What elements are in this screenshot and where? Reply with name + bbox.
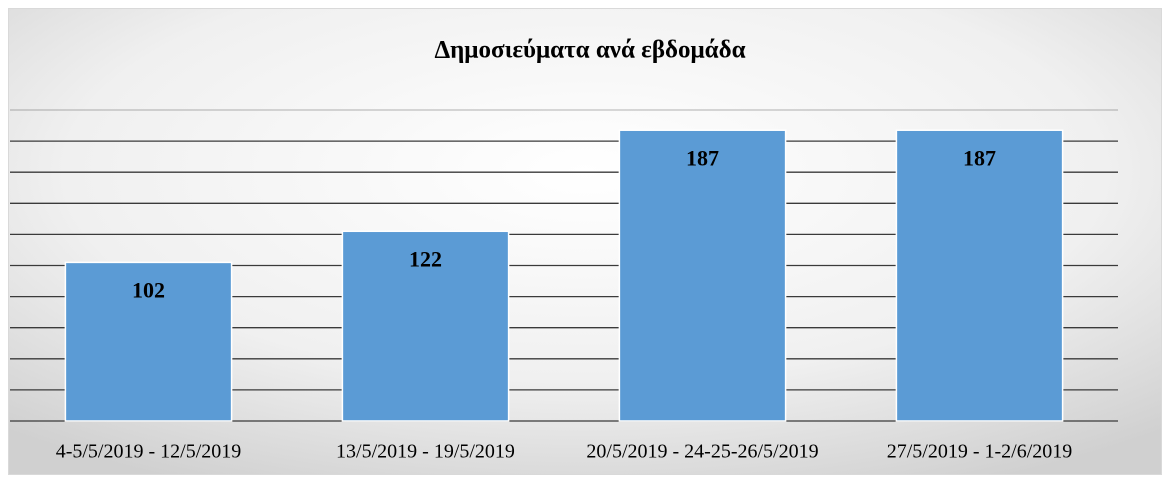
x-tick-label: 27/5/2019 - 1-2/6/2019 — [887, 441, 1073, 463]
data-label: 187 — [963, 145, 996, 170]
x-tick-label: 4-5/5/2019 - 12/5/2019 — [56, 441, 242, 463]
x-tick-label: 13/5/2019 - 19/5/2019 — [336, 441, 515, 463]
bar — [895, 129, 1064, 422]
chart-title: Δημοσιεύματα ανά εβδομάδα — [434, 37, 745, 64]
data-label: 122 — [409, 246, 442, 271]
x-tick-label: 20/5/2019 - 24-25-26/5/2019 — [586, 441, 818, 463]
data-label: 187 — [686, 145, 719, 170]
bar — [64, 261, 233, 422]
bar — [618, 129, 787, 422]
bar — [341, 230, 510, 422]
data-label: 102 — [132, 277, 165, 302]
